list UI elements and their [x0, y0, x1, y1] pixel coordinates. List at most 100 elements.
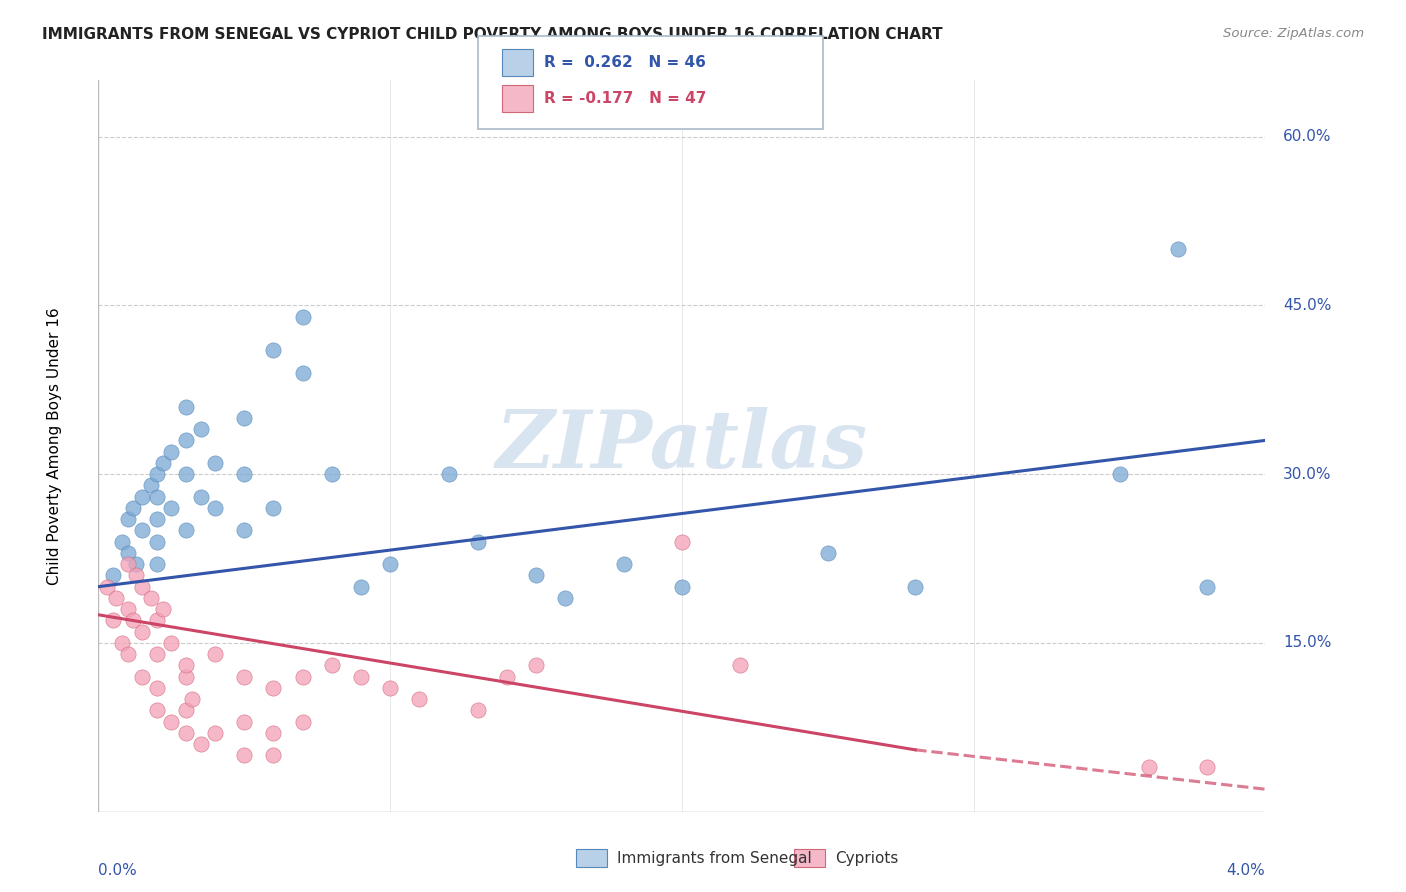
Text: Cypriots: Cypriots	[835, 851, 898, 865]
Point	[146, 534, 169, 549]
Point	[408, 692, 430, 706]
Point	[101, 568, 124, 582]
Point	[131, 490, 153, 504]
Point	[204, 500, 226, 515]
Point	[117, 546, 139, 560]
Point	[101, 614, 124, 628]
Point	[291, 310, 314, 324]
Point	[125, 557, 148, 571]
Point	[131, 524, 153, 538]
Point	[104, 591, 127, 605]
Point	[350, 580, 373, 594]
Point	[321, 658, 343, 673]
Point	[671, 580, 693, 594]
Point	[233, 524, 256, 538]
Point	[122, 614, 145, 628]
Text: R =  0.262   N = 46: R = 0.262 N = 46	[544, 55, 706, 70]
Point	[146, 614, 169, 628]
Point	[131, 624, 153, 639]
Point	[467, 703, 489, 717]
Point	[1137, 760, 1160, 774]
Point	[117, 557, 139, 571]
Point	[117, 602, 139, 616]
Point	[554, 591, 576, 605]
Point	[262, 343, 284, 358]
Point	[146, 490, 169, 504]
Point	[146, 467, 169, 482]
Point	[146, 647, 169, 661]
Point	[350, 670, 373, 684]
Point	[117, 512, 139, 526]
Point	[146, 703, 169, 717]
Point	[190, 490, 212, 504]
Point	[233, 467, 256, 482]
Point	[612, 557, 634, 571]
Point	[174, 670, 197, 684]
Point	[125, 568, 148, 582]
Point	[262, 726, 284, 740]
Point	[96, 580, 118, 594]
Point	[131, 670, 153, 684]
Point	[496, 670, 519, 684]
Point	[152, 456, 174, 470]
Point	[233, 748, 256, 763]
Point	[174, 524, 197, 538]
Point	[233, 714, 256, 729]
Point	[524, 568, 547, 582]
Text: 15.0%: 15.0%	[1282, 635, 1331, 650]
Point	[204, 726, 226, 740]
Point	[380, 557, 402, 571]
Point	[1197, 760, 1219, 774]
Point	[262, 500, 284, 515]
Text: Source: ZipAtlas.com: Source: ZipAtlas.com	[1223, 27, 1364, 40]
Point	[139, 478, 162, 492]
Point	[174, 658, 197, 673]
Point	[139, 591, 162, 605]
Point	[174, 726, 197, 740]
Point	[146, 512, 169, 526]
Text: ZIPatlas: ZIPatlas	[496, 408, 868, 484]
Point	[204, 647, 226, 661]
Text: 45.0%: 45.0%	[1282, 298, 1331, 313]
Point	[146, 557, 169, 571]
Text: IMMIGRANTS FROM SENEGAL VS CYPRIOT CHILD POVERTY AMONG BOYS UNDER 16 CORRELATION: IMMIGRANTS FROM SENEGAL VS CYPRIOT CHILD…	[42, 27, 943, 42]
Point	[380, 681, 402, 695]
Point	[174, 467, 197, 482]
Point	[1197, 580, 1219, 594]
Point	[904, 580, 927, 594]
Point	[437, 467, 460, 482]
Point	[1108, 467, 1130, 482]
Point	[262, 748, 284, 763]
Point	[671, 534, 693, 549]
Point	[730, 658, 752, 673]
Point	[146, 681, 169, 695]
Text: Immigrants from Senegal: Immigrants from Senegal	[617, 851, 813, 865]
Point	[174, 400, 197, 414]
Point	[291, 670, 314, 684]
Point	[190, 422, 212, 436]
Point	[111, 534, 134, 549]
Point	[180, 692, 202, 706]
Point	[321, 467, 343, 482]
Point	[160, 636, 183, 650]
Point	[204, 456, 226, 470]
Point	[233, 410, 256, 425]
Point	[152, 602, 174, 616]
Point	[262, 681, 284, 695]
Point	[467, 534, 489, 549]
Text: 4.0%: 4.0%	[1226, 863, 1265, 878]
Point	[174, 703, 197, 717]
Point	[160, 444, 183, 458]
Point	[190, 737, 212, 751]
Text: Child Poverty Among Boys Under 16: Child Poverty Among Boys Under 16	[46, 307, 62, 585]
Point	[1167, 242, 1189, 256]
Point	[291, 366, 314, 380]
Text: 30.0%: 30.0%	[1282, 467, 1331, 482]
Point	[291, 714, 314, 729]
Point	[111, 636, 134, 650]
Point	[131, 580, 153, 594]
Point	[160, 500, 183, 515]
Point	[524, 658, 547, 673]
Point	[122, 500, 145, 515]
Text: 60.0%: 60.0%	[1282, 129, 1331, 144]
